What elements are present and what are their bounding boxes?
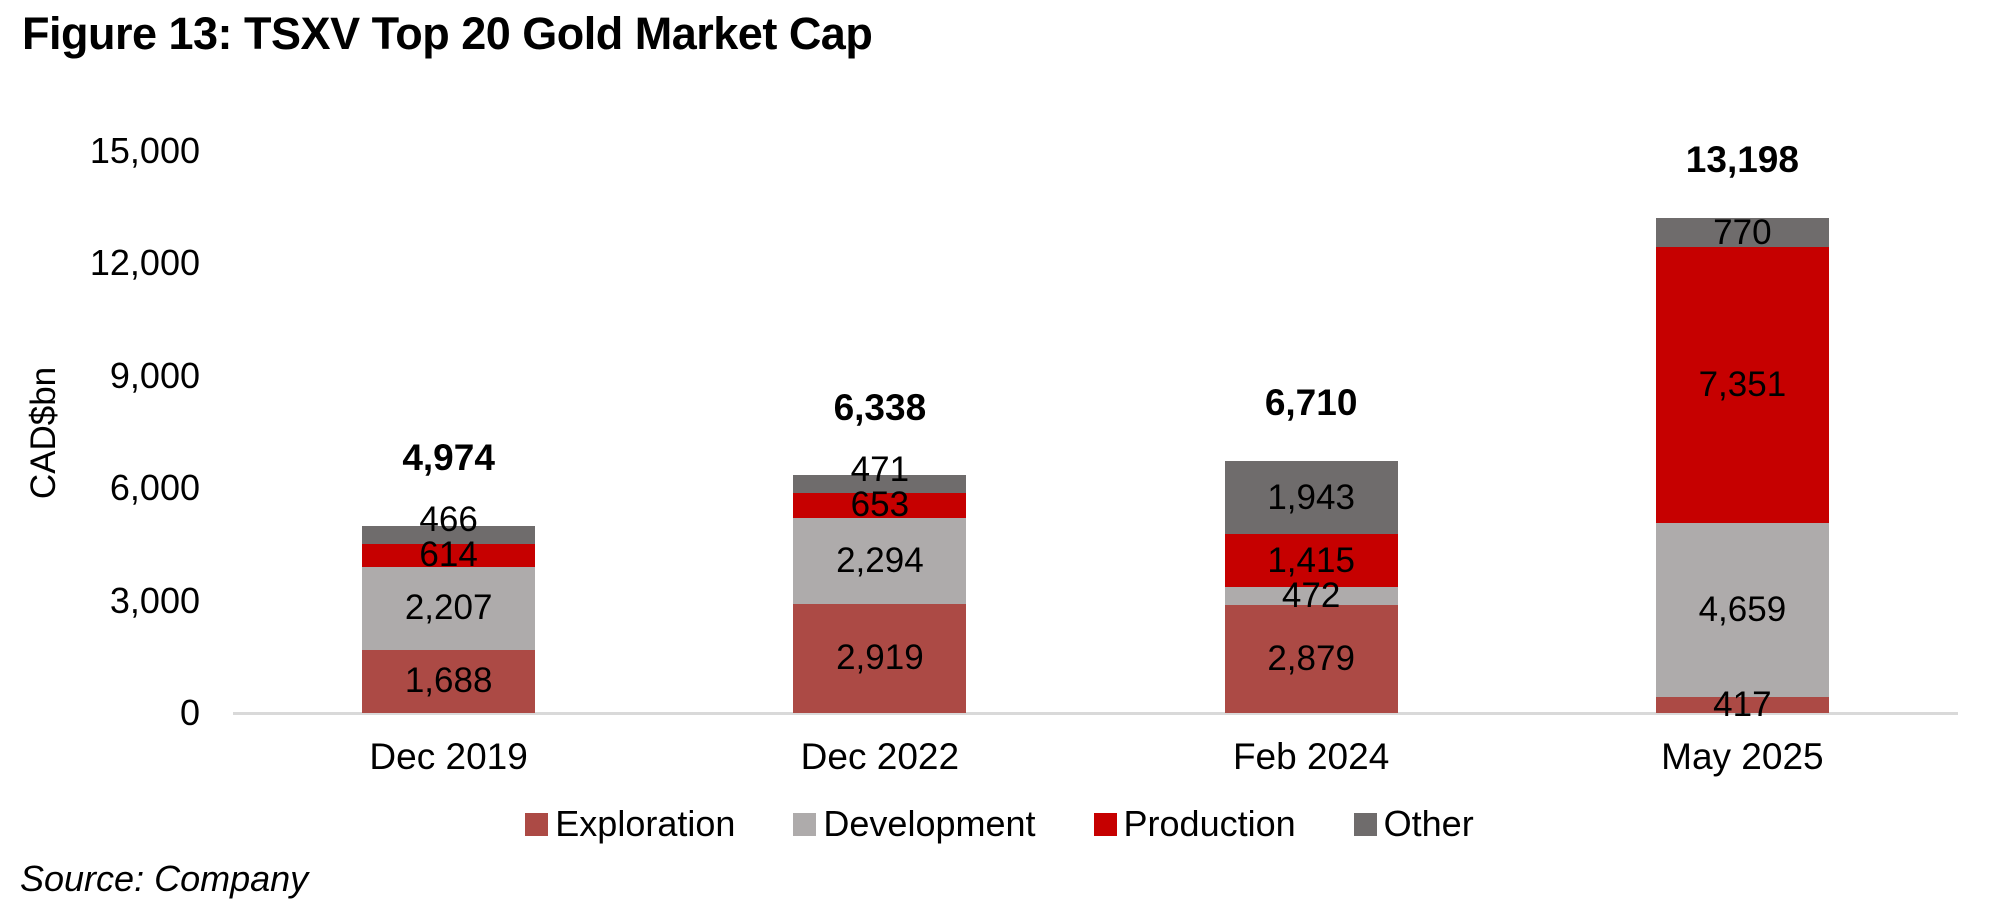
- bar-total-label: 13,198: [1685, 139, 1799, 181]
- segment-value-label: 2,294: [836, 540, 924, 580]
- legend-item-exploration: Exploration: [525, 804, 735, 844]
- segment-value-label: 471: [850, 450, 910, 490]
- bar-total-label: 4,974: [402, 437, 495, 479]
- legend-swatch-icon: [525, 812, 549, 836]
- segment-value-label: 653: [850, 485, 910, 525]
- bar-segment-development: [362, 566, 536, 650]
- bar-segment-exploration: [1224, 605, 1398, 713]
- segment-value-label: 472: [1281, 576, 1341, 616]
- chart-title: Figure 13: TSXV Top 20 Gold Market Cap: [22, 8, 873, 59]
- x-axis-category-label: May 2025: [1661, 736, 1824, 777]
- bar-segment-other: [1655, 218, 1829, 247]
- y-axis-tick-label: 9,000: [109, 354, 200, 396]
- legend-label: Other: [1383, 803, 1474, 844]
- y-axis-tick-label: 6,000: [109, 467, 200, 508]
- segment-value-label: 466: [419, 500, 478, 540]
- bar-segment-other: [793, 475, 967, 494]
- stacked-bar-dec-2019: 466 614 2,207 1,688 4,974: [362, 438, 536, 713]
- bar-segment-exploration: [362, 649, 536, 713]
- segment-value-label: 417: [1713, 685, 1772, 725]
- bar-segment-other: [362, 526, 536, 544]
- bar-segment-other: [1224, 461, 1398, 535]
- bar-segment-development: [1655, 522, 1829, 698]
- y-axis-tick-label: 15,000: [89, 129, 200, 171]
- segment-value-label: 2,207: [404, 588, 493, 628]
- x-axis-line: [233, 712, 1958, 715]
- bar-segment-production: [362, 543, 536, 567]
- legend-item-development: Development: [793, 803, 1036, 844]
- legend: Exploration Development Production Other: [0, 804, 1999, 844]
- legend-label: Production: [1123, 803, 1296, 844]
- bar-total-label: 6,710: [1264, 382, 1358, 424]
- legend-item-production: Production: [1093, 803, 1296, 844]
- legend-label: Development: [823, 803, 1036, 844]
- bar-segment-exploration: [1655, 697, 1829, 713]
- segment-value-label: 4,659: [1698, 590, 1787, 629]
- segment-value-label: 2,919: [836, 638, 924, 678]
- bar-segment-exploration: [793, 603, 967, 713]
- bar-total-label: 6,338: [833, 387, 927, 429]
- segment-value-label: 7,351: [1698, 364, 1787, 404]
- segment-value-label: 1,943: [1267, 477, 1355, 517]
- segment-value-label: 1,415: [1267, 540, 1355, 580]
- x-axis-category-label: Feb 2024: [1232, 736, 1390, 777]
- legend-label: Exploration: [555, 803, 736, 844]
- x-axis-category-label: Dec 2022: [800, 736, 960, 777]
- bar-segment-production: [1224, 534, 1398, 588]
- legend-swatch-icon: [1353, 812, 1377, 836]
- y-axis-tick-label: 3,000: [109, 579, 200, 621]
- stacked-bar-dec-2022: 471 653 2,294 2,919 6,338: [793, 388, 967, 713]
- stacked-bar-feb-2024: 1,943 1,415 472 2,879 6,710: [1224, 383, 1398, 713]
- stacked-bar-may-2025: 770 7,351 4,659 417 13,198: [1655, 140, 1829, 723]
- segment-value-label: 2,879: [1267, 639, 1355, 678]
- bar-segment-development: [793, 517, 967, 604]
- legend-item-other: Other: [1353, 803, 1474, 844]
- bar-segment-production: [793, 493, 967, 518]
- y-axis-tick-label: 12,000: [89, 242, 200, 283]
- x-axis-category-label: Dec 2019: [369, 736, 528, 777]
- bar-segment-production: [1655, 246, 1829, 523]
- legend-swatch-icon: [793, 812, 817, 836]
- bar-segment-development: [1224, 587, 1398, 606]
- source-note: Source: Company: [20, 858, 309, 899]
- segment-value-label: 770: [1713, 212, 1772, 252]
- segment-value-label: 1,688: [404, 661, 493, 701]
- legend-swatch-icon: [1093, 812, 1117, 836]
- segment-value-label: 614: [419, 535, 478, 575]
- y-axis-tick-label: 0: [179, 692, 200, 733]
